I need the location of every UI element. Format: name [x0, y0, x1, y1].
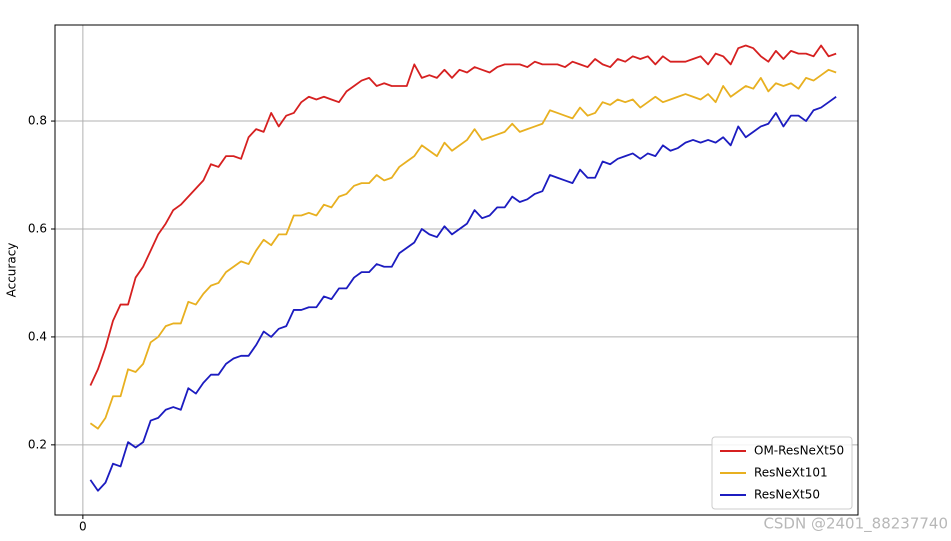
legend-label: ResNeXt50	[754, 488, 820, 502]
y-axis-label: Accuracy	[5, 243, 19, 298]
y-tick-label: 0.4	[28, 329, 47, 343]
x-tick-label: 0	[79, 520, 87, 534]
series-line	[89, 96, 837, 492]
series-line	[89, 68, 837, 430]
series-line	[89, 44, 837, 386]
y-tick-label: 0.6	[28, 221, 47, 235]
plot-frame	[54, 24, 859, 516]
y-tick-label: 0.8	[28, 114, 47, 128]
legend-label: ResNeXt101	[754, 466, 828, 480]
legend-label: OM-ResNeXt50	[754, 444, 844, 458]
y-tick-label: 0.2	[28, 437, 47, 451]
legend-box	[711, 436, 853, 510]
watermark: CSDN @2401_88237740	[763, 515, 948, 534]
